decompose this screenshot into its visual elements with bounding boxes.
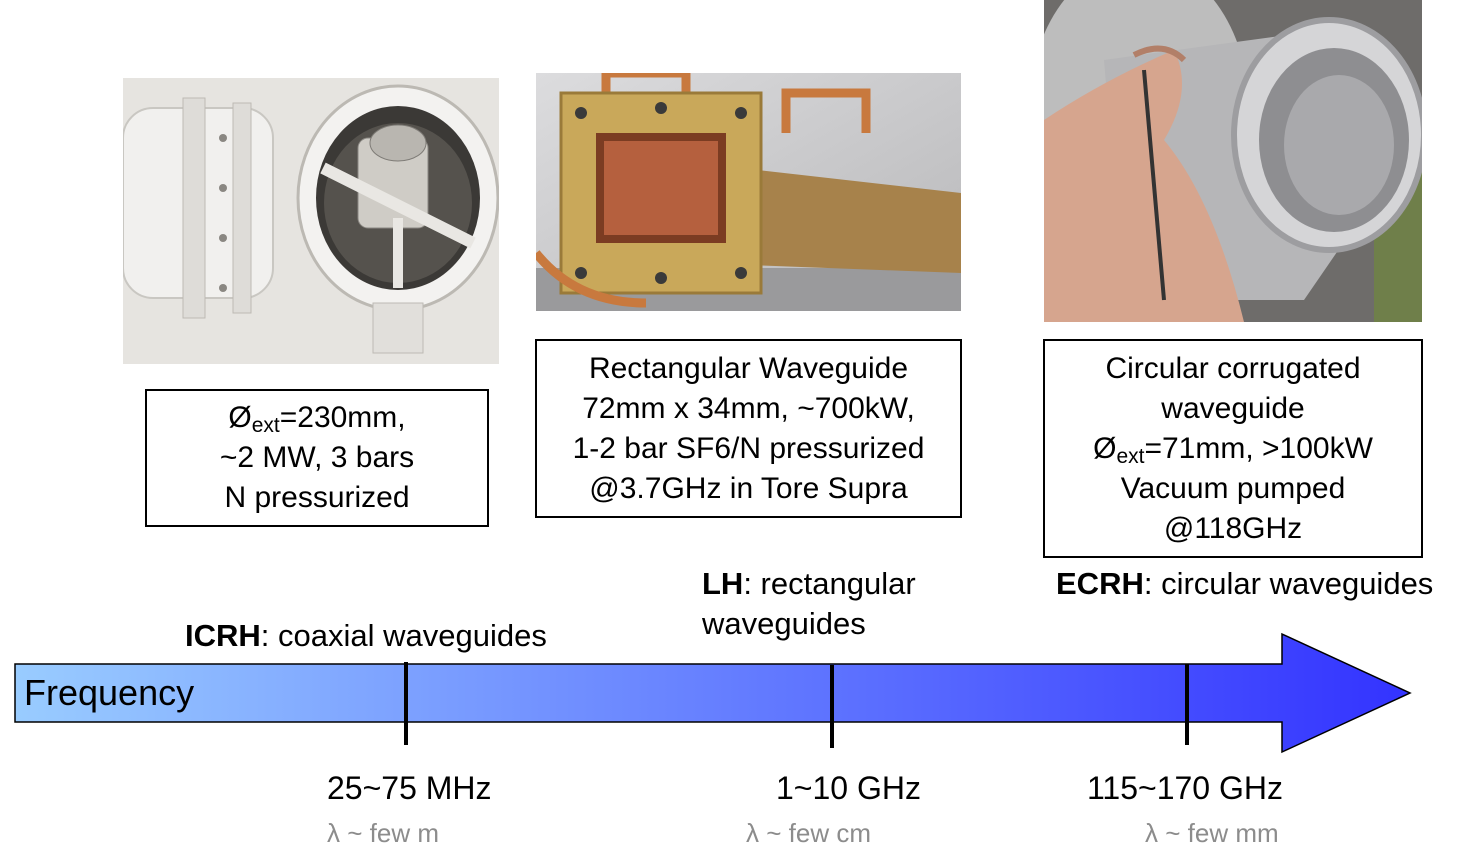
icrh-waveguide-image [123,78,499,364]
ecrh-band-desc: : circular waveguides [1143,566,1434,601]
lh-spec-line2: 72mm x 34mm, ~700kW, [582,391,915,425]
ecrh-spec-line1: Circular corrugated [1105,351,1361,385]
lh-waveguide-photo [536,73,961,311]
ecrh-waveguide-photo [1044,0,1422,322]
tick-label-ecrh-lambda: λ ~ few mm [1145,818,1279,848]
lh-spec-box: Rectangular Waveguide 72mm x 34mm, ~700k… [535,339,962,518]
tick-label-lh-freq: 1~10 GHz [776,770,921,806]
tick-label-lh-lambda: λ ~ few cm [746,818,871,848]
ecrh-band-label: ECRH: circular waveguides [1056,564,1433,604]
lh-spec-line4: @3.7GHz in Tore Supra [589,471,908,505]
ecrh-waveguide-image [1044,0,1422,322]
axis-title: Frequency [24,672,195,713]
icrh-spec-line3: N pressurized [224,481,410,514]
ecrh-spec-line3: Øext=71mm, >100kW [1093,431,1373,468]
lh-spec-line3: 1-2 bar SF6/N pressurized [572,431,925,465]
icrh-spec-box: Øext=230mm, ~2 MW, 3 bars N pressurized [145,389,489,527]
tick-label-icrh-freq: 25~75 MHz [327,770,492,806]
lh-band-desc-line2: waveguides [702,606,866,641]
tick-label-ecrh-freq: 115~170 GHz [1087,770,1283,806]
ecrh-spec-line2: waveguide [1161,391,1305,425]
icrh-spec-line1: Øext=230mm, [228,401,406,437]
icrh-band-label: ICRH: coaxial waveguides [185,616,547,656]
tick-label-icrh-lambda: λ ~ few m [327,818,439,848]
icrh-band-name: ICRH [185,618,261,653]
ecrh-spec-box: Circular corrugated waveguide Øext=71mm,… [1043,339,1423,558]
ecrh-band-name: ECRH [1056,566,1144,601]
lh-spec-line1: Rectangular Waveguide [588,351,909,385]
icrh-spec-line2: ~2 MW, 3 bars [219,441,415,474]
icrh-waveguide-photo [123,78,499,364]
ecrh-spec-line4: Vacuum pumped [1120,471,1346,505]
icrh-band-desc: : coaxial waveguides [260,618,547,653]
arrow-body [14,632,1412,754]
ecrh-spec-line5: @118GHz [1163,511,1303,545]
lh-waveguide-image [536,73,961,311]
lh-band-label: LH: rectangular waveguides [702,564,916,644]
lh-band-desc: : rectangular [743,566,916,601]
lh-band-name: LH [702,566,744,601]
